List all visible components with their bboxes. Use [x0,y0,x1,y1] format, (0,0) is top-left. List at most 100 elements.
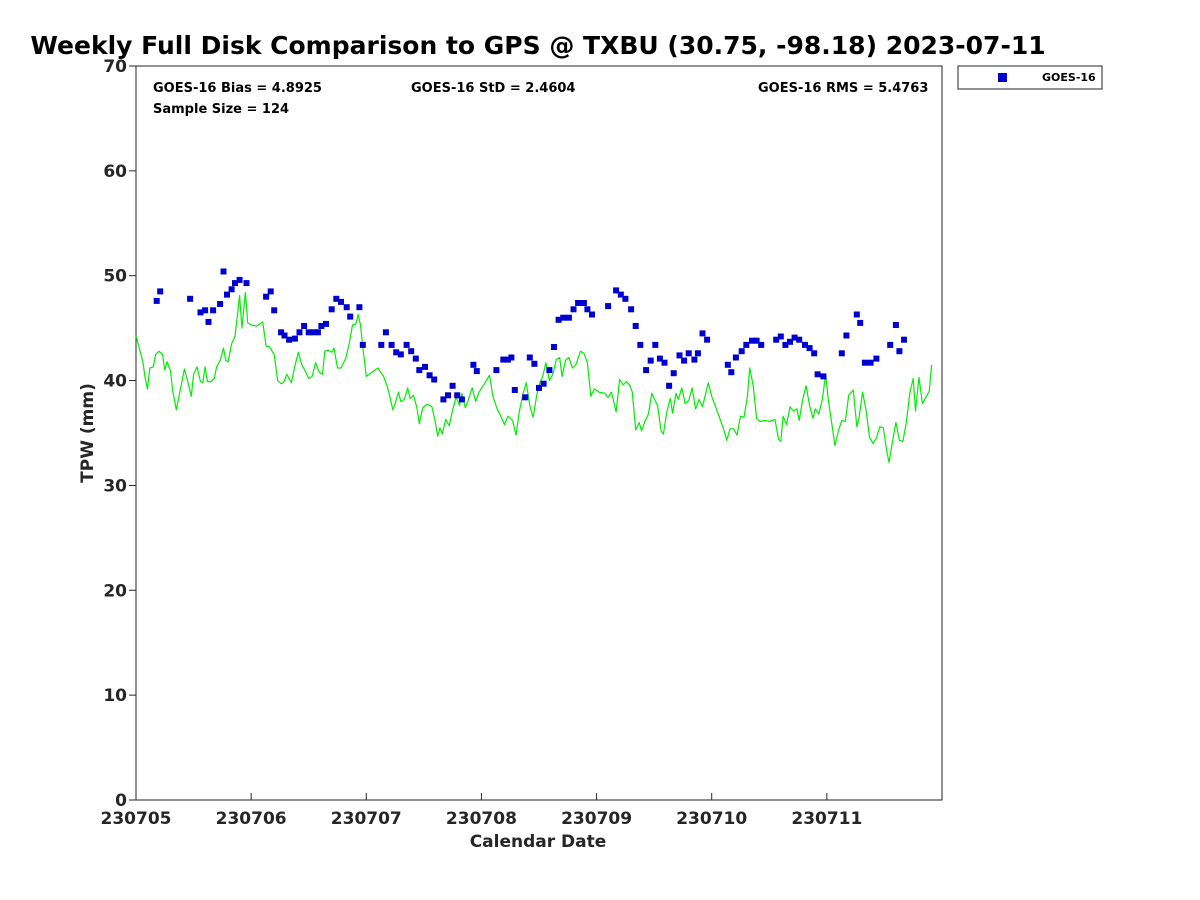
goes-16-data-point [296,329,303,336]
goes-16-data-point [637,341,644,348]
goes-16-data-point [333,295,340,302]
goes-16-data-point [892,322,899,328]
goes-16-data-point [670,370,677,377]
goes-16-data-point [632,323,639,329]
goes-16-data-point [643,367,650,374]
goes-16-data-point [811,350,818,357]
y-tick-label: 40 [103,372,127,392]
goes-16-data-point [310,329,317,336]
goes-16-data-point [301,323,308,329]
goes-16-data-point [565,314,572,321]
goes-16-data-point [504,356,511,363]
goes-16-data-point [403,341,410,348]
goes-16-series-layer [153,268,907,403]
gps-series-line [135,291,933,463]
goes-16-data-point [508,354,515,361]
goes-16-data-point [652,341,659,348]
goes-16-data-point [791,334,798,341]
goes-16-data-point [359,341,366,348]
plot-frame [135,65,943,801]
goes-16-data-point [694,350,701,357]
y-tick-label: 30 [103,476,127,496]
goes-16-data-point [867,359,874,366]
goes-16-data-point [570,306,577,313]
legend-marker-goes-16 [998,73,1007,82]
goes-16-data-point [647,357,654,364]
goes-16-data-point [187,295,194,302]
goes-16-data-point [806,345,813,352]
goes-16-data-point [347,313,354,320]
goes-16-data-point [613,287,620,294]
plot-area [135,65,943,801]
goes-16-data-point [526,354,533,361]
goes-16-data-point [314,329,321,336]
goes-16-data-point [580,300,587,306]
legend: GOES-16 [957,65,1103,90]
goes-16-data-point [749,337,755,344]
goes-16-data-point [458,396,465,403]
y-tick-label: 70 [103,57,127,77]
std-stat: GOES-16 StD = 2.4604 [411,81,575,96]
goes-16-data-point [666,382,673,389]
goes-16-data-point [318,323,325,329]
goes-16-data-point [758,341,765,348]
goes-16-data-point [773,336,780,343]
x-tick-label: 230708 [446,809,517,829]
x-axis-label: Calendar Date [470,832,607,852]
goes-16-data-point [431,376,438,383]
goes-16-data-point [887,341,894,348]
goes-16-data-point [243,280,250,287]
x-tick-label: 230709 [561,809,632,829]
goes-16-data-point [589,311,595,318]
goes-16-data-point [743,341,750,348]
goes-16-data-point [628,306,635,313]
goes-16-data-point [814,371,821,378]
y-tick-label: 50 [103,267,127,287]
rms-stat: GOES-16 RMS = 5.4763 [758,81,928,96]
goes-16-data-point [511,387,518,393]
gps-series-layer [135,291,933,463]
goes-16-data-point [685,350,692,357]
statistics-annotations: GOES-16 Bias = 4.8925 GOES-16 StD = 2.46… [153,81,928,117]
goes-16-data-point [217,301,224,307]
goes-16-data-point [699,330,706,337]
goes-16-data-point [546,367,553,374]
goes-16-data-point [522,394,529,401]
goes-16-data-point [263,293,270,300]
goes-16-data-point [408,348,415,355]
goes-16-data-point [153,297,160,304]
goes-16-data-point [323,320,329,327]
x-tick-label: 230705 [101,809,172,829]
goes-16-data-point [422,363,428,370]
goes-16-data-point [454,392,461,399]
goes-16-data-point [820,373,827,380]
goes-16-data-point [328,306,335,313]
goes-16-data-point [291,335,298,342]
goes-16-data-point [728,369,735,376]
goes-16-data-point [551,344,557,350]
goes-16-data-point [857,319,864,326]
goes-16-data-point [575,300,582,306]
goes-16-data-point [378,341,385,348]
goes-16-data-point [426,372,433,379]
goes-16-data-point [656,355,663,362]
goes-16-data-point [843,332,850,339]
goes-16-data-point [704,336,711,343]
goes-16-data-point [796,336,803,343]
chart-title: Weekly Full Disk Comparison to GPS @ TXB… [30,31,1045,60]
goes-16-data-point [500,356,507,363]
sample-size-stat: Sample Size = 124 [153,102,289,117]
goes-16-data-point [286,336,293,343]
goes-16-data-point [724,361,731,368]
y-tick-label: 60 [103,162,127,182]
goes-16-data-point [449,382,456,389]
goes-16-data-point [896,348,903,355]
goes-16-data-point [281,332,288,339]
y-tick-label: 20 [103,581,127,601]
goes-16-data-point [738,348,745,355]
goes-16-data-point [853,311,860,318]
goes-16-data-point [617,291,624,298]
goes-16-data-point [753,337,760,344]
y-tick-label: 10 [103,686,127,706]
